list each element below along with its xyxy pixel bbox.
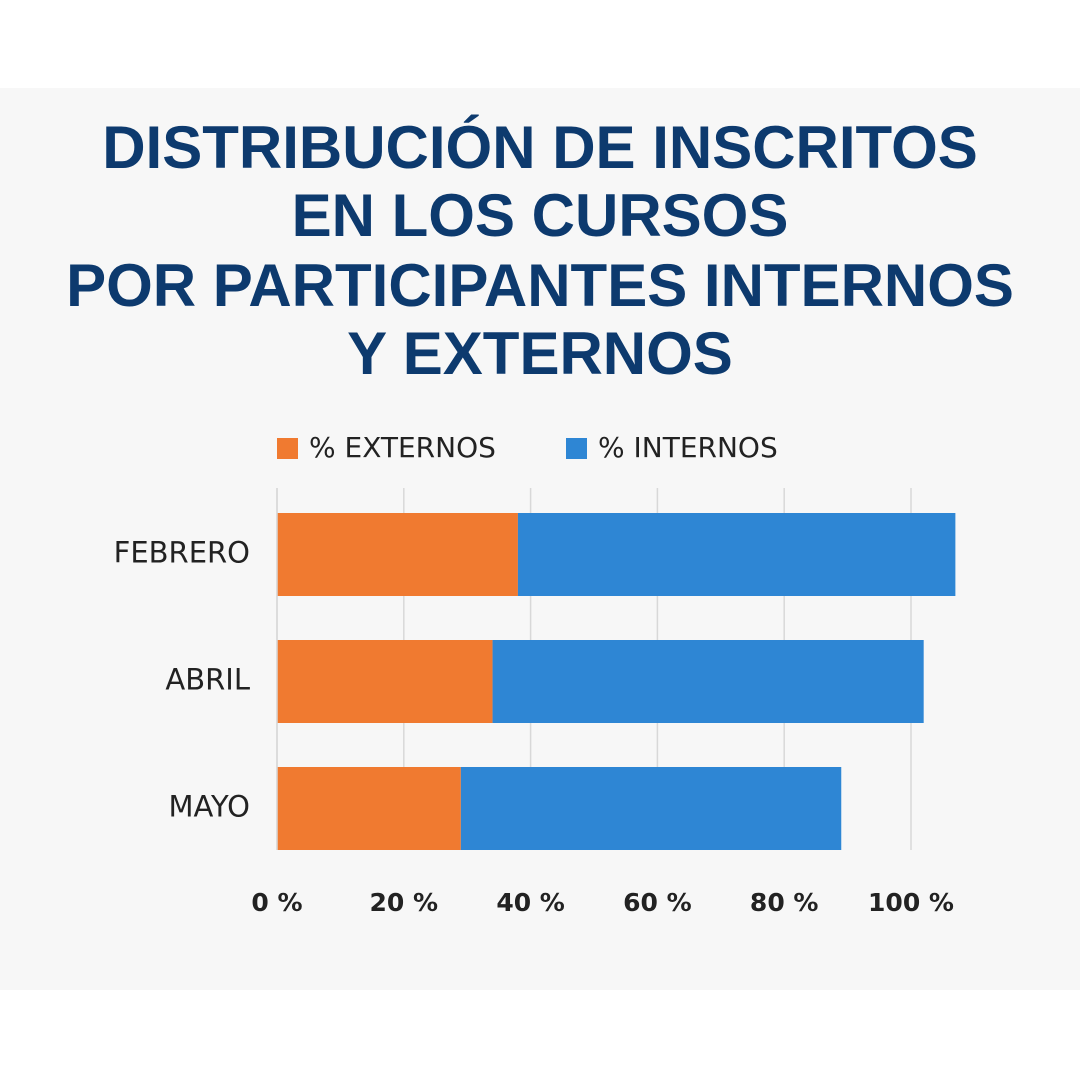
legend-label: % INTERNOS — [598, 431, 778, 464]
x-tick-label: 60 % — [623, 888, 692, 917]
x-tick-label: 0 % — [251, 888, 302, 917]
y-tick-label: ABRIL — [165, 663, 250, 697]
bar-segment — [277, 640, 493, 723]
x-tick-label: 80 % — [750, 888, 819, 917]
bar-segment — [517, 513, 956, 596]
legend-label: % EXTERNOS — [309, 431, 496, 464]
bar-segment — [492, 640, 924, 723]
y-tick-label: FEBRERO — [114, 536, 250, 570]
y-tick-label: MAYO — [168, 790, 250, 824]
x-tick-label: 40 % — [496, 888, 565, 917]
chart-title: Y EXTERNOS — [347, 320, 733, 387]
chart-title: DISTRIBUCIÓN DE INSCRITOS — [102, 114, 978, 181]
legend-swatch — [566, 438, 587, 459]
x-tick-label: 100 % — [868, 888, 954, 917]
chart-title: EN LOS CURSOS — [292, 182, 789, 249]
bar-segment — [277, 767, 461, 850]
bar-segment — [460, 767, 842, 850]
legend-swatch — [277, 438, 298, 459]
x-tick-label: 20 % — [370, 888, 439, 917]
chart-title: POR PARTICIPANTES INTERNOS — [66, 252, 1014, 319]
bar-segment — [277, 513, 518, 596]
